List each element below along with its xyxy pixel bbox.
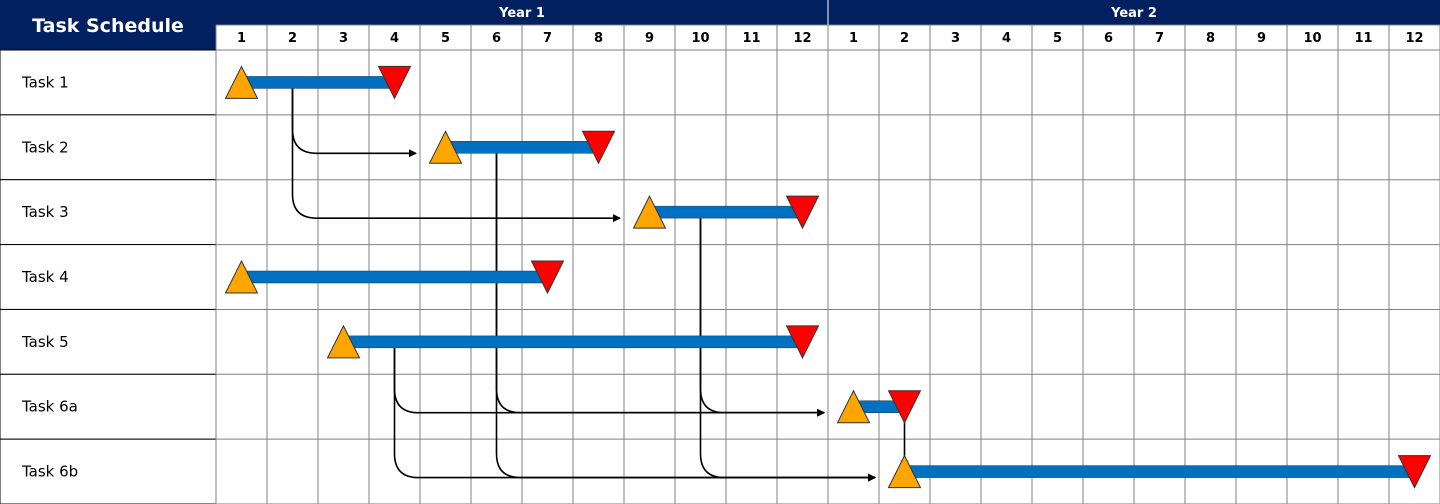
- month-header-cell: [470, 24, 523, 51]
- task-label-cell: [0, 179, 217, 246]
- task-label: Task 5: [21, 333, 69, 351]
- month-label: 11: [742, 31, 760, 46]
- task-bar: [649, 205, 803, 219]
- month-label: 5: [441, 31, 450, 46]
- month-header-cell: [1031, 24, 1084, 51]
- month-label: 5: [1053, 31, 1062, 46]
- start-marker: [224, 259, 259, 294]
- month-label: 2: [900, 31, 909, 46]
- task-label: Task 6b: [21, 463, 78, 481]
- task-bar: [241, 270, 548, 284]
- start-marker: [428, 130, 463, 164]
- start-marker: [836, 389, 871, 424]
- month-header-cell: [419, 24, 472, 51]
- task-label-cell: [0, 244, 217, 310]
- end-marker: [581, 130, 616, 165]
- month-header-cell: [521, 24, 574, 51]
- task-bar: [241, 76, 395, 89]
- month-label: 12: [793, 31, 811, 46]
- end-marker: [377, 65, 412, 100]
- month-label: 8: [1206, 31, 1215, 46]
- month-header-cell: [980, 24, 1033, 51]
- start-marker: [224, 65, 259, 99]
- month-header-cell: [572, 24, 625, 51]
- month-label: 12: [1405, 31, 1423, 46]
- task-label: Task 1: [21, 73, 69, 91]
- task-label-cell: [0, 49, 217, 116]
- month-header-cell: [1235, 24, 1288, 51]
- task-bar: [343, 335, 803, 349]
- end-marker: [1397, 455, 1432, 489]
- month-label: 4: [1002, 31, 1011, 46]
- chart-title: Task Schedule: [32, 15, 184, 37]
- month-label: 1: [849, 31, 858, 46]
- end-marker: [530, 260, 565, 295]
- month-label: 6: [1104, 31, 1113, 46]
- start-marker: [632, 195, 667, 229]
- dependency-arrow: [393, 341, 825, 417]
- year-header-cell: [828, 0, 1440, 25]
- month-label: 3: [339, 31, 348, 46]
- dependency-arrow: [699, 212, 876, 482]
- end-marker: [785, 325, 820, 359]
- month-label: 9: [645, 31, 654, 46]
- task-label-cell: [0, 308, 217, 375]
- month-header-cell: [929, 24, 982, 51]
- dependency-arrow: [291, 82, 621, 223]
- month-label: 11: [1354, 31, 1372, 46]
- month-label: 6: [492, 31, 501, 46]
- month-label: 10: [691, 31, 709, 46]
- month-label: 4: [390, 31, 399, 46]
- task-bar: [904, 465, 1415, 478]
- month-label: 1: [237, 31, 246, 46]
- month-label: 9: [1257, 31, 1266, 46]
- month-header-cell: [674, 24, 727, 51]
- title-cell: [0, 0, 216, 50]
- month-label: 7: [543, 31, 552, 46]
- task-label-cell: [0, 114, 217, 181]
- month-header-cell: [1286, 24, 1339, 51]
- month-label: 7: [1155, 31, 1164, 46]
- year-label: Year 1: [498, 6, 545, 21]
- end-marker: [887, 390, 922, 424]
- end-marker: [785, 195, 820, 230]
- year-header-cell: [216, 0, 828, 25]
- start-marker: [887, 454, 922, 489]
- month-label: 3: [951, 31, 960, 46]
- task-label: Task 2: [21, 138, 69, 156]
- task-label: Task 3: [21, 203, 69, 221]
- month-header-cell: [1082, 24, 1135, 51]
- month-label: 2: [288, 31, 297, 46]
- task-label-cell: [0, 373, 217, 440]
- month-label: 8: [594, 31, 603, 46]
- task-bar: [445, 141, 599, 154]
- year-label: Year 2: [1110, 6, 1157, 21]
- start-marker: [326, 324, 361, 359]
- task-label: Task 6a: [21, 398, 78, 416]
- month-header-cell: [776, 24, 829, 51]
- task-label: Task 4: [21, 268, 69, 286]
- month-header-cell: [827, 24, 880, 51]
- month-label: 10: [1303, 31, 1321, 46]
- dependency-arrow: [393, 341, 876, 482]
- dependency-arrow: [699, 212, 825, 417]
